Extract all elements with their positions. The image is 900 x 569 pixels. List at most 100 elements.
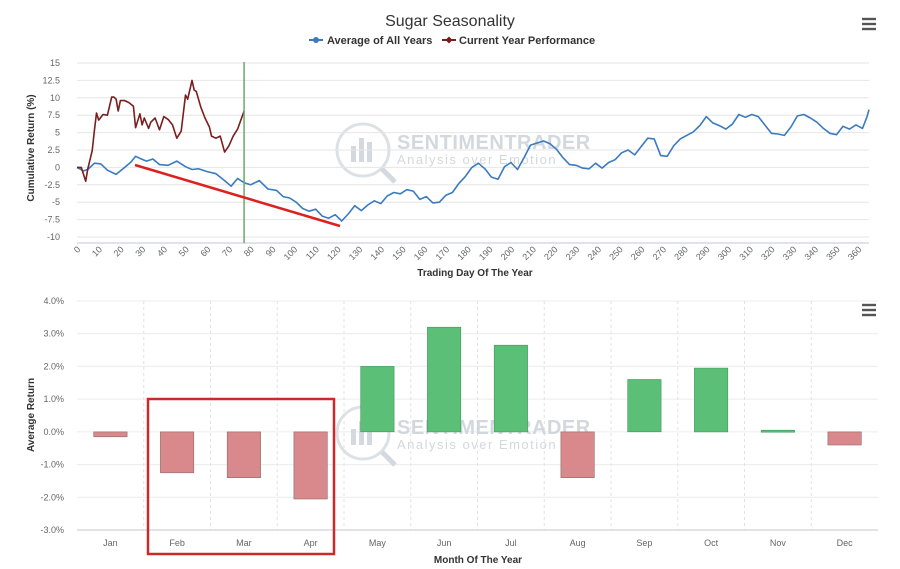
legend-label-current-year: Current Year Performance [459,35,595,47]
x-tick-label: 150 [390,244,408,262]
y-tick-label: -2.5 [44,180,60,190]
bar-dec[interactable] [827,431,862,446]
x-tick-label: May [369,538,387,548]
x-tick-label: 10 [90,244,104,258]
bar-aug[interactable] [560,431,595,478]
x-tick-label: 270 [651,244,669,262]
x-tick-label: Jun [437,538,452,548]
x-tick-label: Apr [304,538,318,548]
x-tick-label: 220 [542,244,560,262]
y-tick-label: -3.0% [40,525,64,535]
y-tick-label: 12.5 [42,75,60,85]
x-tick-label: 70 [220,244,234,258]
x-tick-label: 0 [72,244,83,255]
x-tick-label: 230 [564,244,582,262]
y-axis-title-2: Average Return [26,378,37,452]
x-tick-label: 250 [607,244,625,262]
series-line-average[interactable] [76,109,870,222]
y-tick-label: 0.0% [43,427,64,437]
x-tick-label: 210 [520,244,538,262]
y-tick-label: -2.0% [40,492,64,502]
watermark-title: SENTIMENTRADER [397,132,591,154]
x-tick-labels: Jan Feb Mar Apr May Jun Jul Aug Sep Oct Nov Dec [103,538,853,548]
watermark-tagline: Analysis over Emotion [397,152,557,167]
y-tick-label: 10 [50,93,60,103]
bar-feb[interactable] [160,431,195,474]
x-tick-label: Jul [505,538,517,548]
x-tick-label: 320 [759,244,777,262]
x-tick-label: 80 [242,244,256,258]
bars [93,326,862,500]
x-tick-labels: 0 10 20 30 40 50 60 70 80 90 100 110 120 130 140 150 160… [72,244,864,262]
bar-sep[interactable] [627,379,662,433]
bar-apr[interactable] [293,431,328,500]
highlight-box [146,397,336,556]
monthly-returns-bar-chart: SENTIMENTRADER Analysis over Emotion -3.… [26,296,880,566]
x-tick-label: 110 [304,244,321,261]
x-tick-label: 40 [155,244,169,258]
y-tick-labels: -10 -7.5 -5 -2.5 0 2.5 5 7.5 10 12.5 15 [42,58,60,242]
x-tick-label: Mar [236,538,252,548]
x-tick-label: 50 [177,244,191,258]
y-tick-label: 7.5 [47,110,60,120]
grid [77,300,878,531]
y-tick-label: 2.0% [43,361,64,371]
y-tick-label: -10 [47,232,60,242]
x-tick-label: 170 [434,244,452,262]
bar-may[interactable] [360,366,395,433]
y-axis-title: Cumulative Return (%) [26,94,37,201]
bar-oct[interactable] [694,367,729,433]
chart-menu-icon[interactable] [858,14,880,34]
x-tick-label: 120 [325,244,343,262]
legend: Average of All Years Current Year Perfor… [309,35,595,47]
seasonality-line-chart: Sugar Seasonality Average of All Years C… [26,13,880,279]
bar-jan[interactable] [93,431,128,438]
x-tick-label: 130 [347,244,365,262]
bar-jul[interactable] [493,344,528,433]
x-tick-label: 290 [694,244,712,262]
y-tick-label: -1.0% [40,460,64,470]
x-tick-label: 100 [282,244,300,262]
x-tick-label: Aug [570,538,586,548]
x-tick-label: Sep [636,538,652,548]
x-tick-label: 60 [198,244,212,258]
y-tick-label: 5 [55,128,60,138]
chart-menu-icon-2[interactable] [858,300,880,320]
series-line-current-year[interactable] [77,79,245,183]
x-tick-label: 340 [802,244,820,262]
x-tick-label: 140 [368,244,386,262]
bar-mar[interactable] [226,431,261,478]
bar-nov[interactable] [760,429,795,433]
x-tick-label: 240 [585,244,603,262]
y-tick-label: 4.0% [43,296,64,306]
legend-label-average: Average of All Years [327,35,432,47]
x-tick-label: 20 [112,244,126,258]
x-tick-label: Dec [837,538,854,548]
x-tick-label: 260 [629,244,647,262]
y-tick-label: 1.0% [43,394,64,404]
x-tick-label: 160 [412,244,430,262]
x-tick-label: 90 [264,244,278,258]
y-tick-label: 0 [55,162,60,172]
y-tick-labels: -3.0% -2.0% -1.0% 0.0% 1.0% 2.0% 3.0% 4.0% [40,296,64,535]
y-tick-label: -5 [52,197,60,207]
y-tick-label: 15 [50,58,60,68]
series-lines [76,79,870,222]
downtrend-annotation-line [134,163,341,228]
bar-jun[interactable] [427,326,462,433]
x-tick-label: 280 [672,244,690,262]
x-tick-label: Feb [169,538,185,548]
x-tick-label: 30 [133,244,147,258]
x-tick-label: 360 [846,244,864,262]
x-tick-label: Jan [103,538,118,548]
legend-item-current-year[interactable]: Current Year Performance [442,35,595,47]
x-tick-label: 190 [477,244,495,262]
watermark-tagline-2: Analysis over Emotion [397,437,557,452]
legend-item-average[interactable]: Average of All Years [309,35,432,47]
x-tick-label: 180 [455,244,473,262]
x-tick-label: 200 [499,244,517,262]
y-tick-label: 2.5 [47,145,60,155]
y-tick-label: 3.0% [43,329,64,339]
y-tick-label: -7.5 [44,215,60,225]
x-tick-label: 310 [737,244,755,262]
